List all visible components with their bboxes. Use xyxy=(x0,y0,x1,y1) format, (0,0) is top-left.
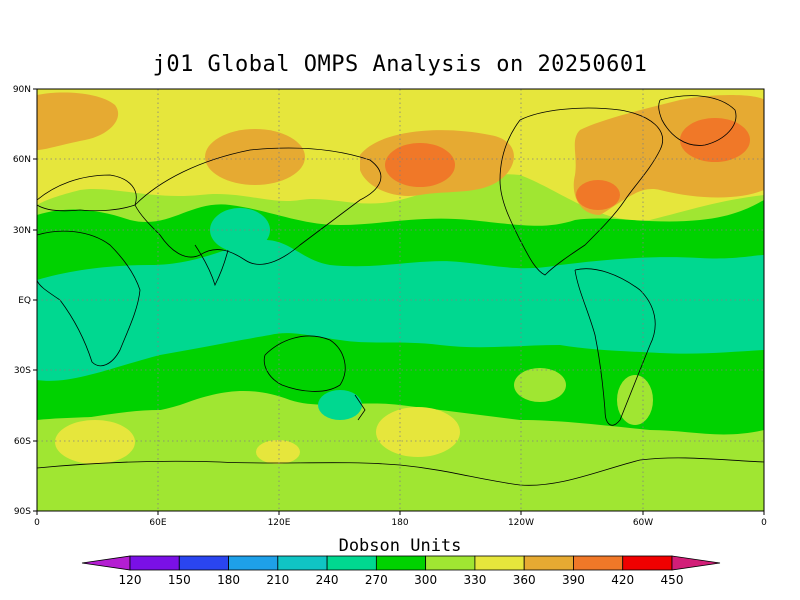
y-tick-marks xyxy=(33,88,37,512)
x-tick-marks xyxy=(36,511,765,515)
x-label-120e: 120E xyxy=(268,518,291,528)
coastlines xyxy=(37,95,764,486)
colorbar-label: 120 xyxy=(119,573,142,587)
x-label-60w: 60W xyxy=(633,518,653,528)
field-390-siberia xyxy=(205,129,305,185)
colorbar-segment xyxy=(228,555,279,571)
colorbar-segment xyxy=(129,555,180,571)
colorbar-segment xyxy=(178,555,229,571)
colorbar-label: 150 xyxy=(168,573,191,587)
y-axis-labels: 90N 60N 30N EQ 30S 60S 90S xyxy=(13,85,31,517)
colorbar-label: 330 xyxy=(463,573,486,587)
colorbar-segment xyxy=(622,555,673,571)
field-390-natl xyxy=(37,92,119,150)
x-axis-labels: 0 60E 120E 180 120W 60W 0 xyxy=(34,518,767,528)
y-label-30n: 30N xyxy=(13,226,31,236)
x-label-120w: 120W xyxy=(508,518,534,528)
x-label-0-right: 0 xyxy=(761,518,767,528)
x-label-60e: 60E xyxy=(149,518,166,528)
y-label-30s: 30S xyxy=(14,366,31,376)
colorbar-label: 420 xyxy=(611,573,634,587)
colorbar-label: 450 xyxy=(661,573,684,587)
colorbar-segment xyxy=(573,555,624,571)
field-330-spacific xyxy=(514,368,566,402)
colorbar-segment xyxy=(474,555,525,571)
x-label-180: 180 xyxy=(391,518,408,528)
colorbar-extend-high xyxy=(671,555,721,571)
field-420-kamchatka xyxy=(385,143,455,187)
field-270-tropics xyxy=(37,239,764,381)
field-270-australia xyxy=(318,390,362,420)
field-420-hudson xyxy=(576,180,620,210)
colorbar-segment xyxy=(326,555,377,571)
colorbar-segment xyxy=(523,555,574,571)
x-label-0: 0 xyxy=(34,518,40,528)
field-360-s-pacific xyxy=(376,407,460,457)
y-label-90s: 90S xyxy=(14,507,31,517)
y-label-60s: 60S xyxy=(14,437,31,447)
colorbar-label: 360 xyxy=(513,573,536,587)
colorbar-title: Dobson Units xyxy=(338,536,462,556)
y-label-60n: 60N xyxy=(13,155,31,165)
colorbar-segment xyxy=(425,555,476,571)
field-360-s-atlantic xyxy=(55,420,135,464)
colorbar: 120 150 180 210 240 270 300 330 360 390 420 450 xyxy=(81,555,721,587)
colorbar-segment xyxy=(375,555,427,571)
colorbar-label: 270 xyxy=(365,573,388,587)
field-330-argentina xyxy=(617,375,653,425)
colorbar-segment xyxy=(277,555,328,571)
field-420-greenland xyxy=(680,118,750,162)
map-title: j01 Global OMPS Analysis on 20250601 xyxy=(152,52,648,77)
ozone-field xyxy=(37,89,764,511)
field-330-south xyxy=(37,410,764,511)
colorbar-label: 300 xyxy=(414,573,437,587)
colorbar-label: 180 xyxy=(217,573,240,587)
y-label-eq: EQ xyxy=(18,296,31,306)
colorbar-label: 240 xyxy=(316,573,339,587)
gridlines xyxy=(37,89,764,511)
colorbar-extend-low xyxy=(81,555,131,571)
y-label-90n: 90N xyxy=(13,85,31,95)
colorbar-label: 390 xyxy=(562,573,585,587)
field-360-s-indian xyxy=(256,440,300,464)
colorbar-label: 210 xyxy=(266,573,289,587)
